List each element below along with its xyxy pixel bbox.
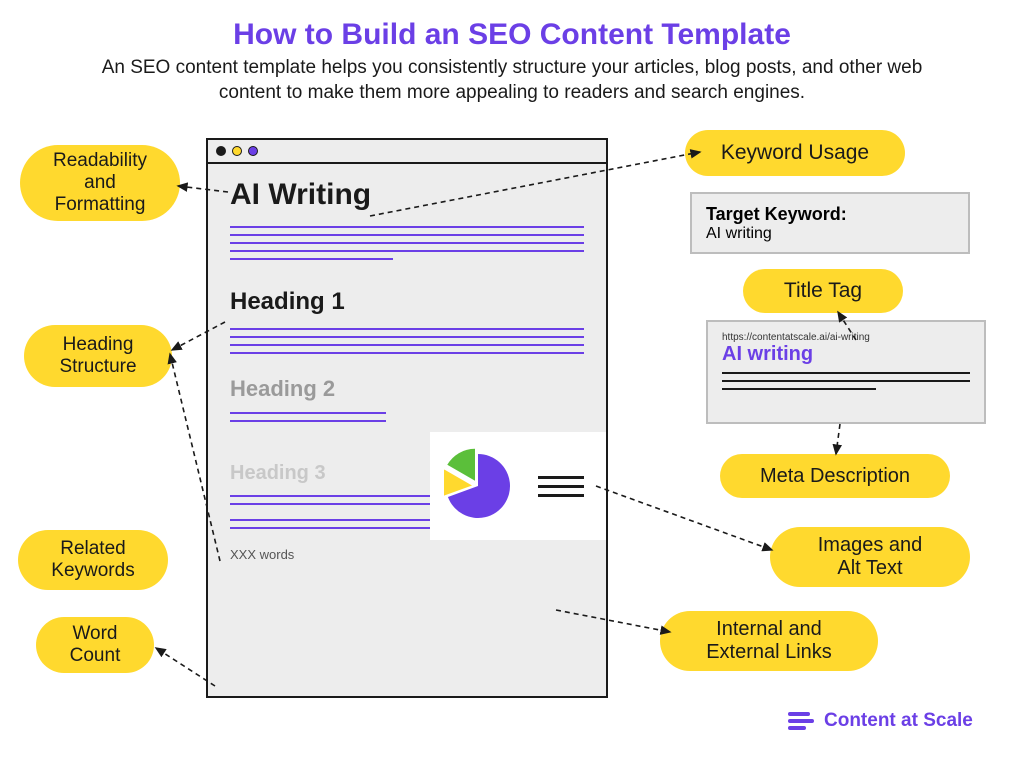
document-h1: Heading 1 <box>230 288 584 316</box>
document-title: AI Writing <box>230 178 584 212</box>
paragraph-lines-3 <box>230 412 386 422</box>
window-dot <box>216 146 226 156</box>
paragraph-lines-1 <box>230 226 584 260</box>
pill-word-count: Word Count <box>36 617 154 673</box>
page-subtitle: An SEO content template helps you consis… <box>72 56 952 105</box>
pill-label: Related Keywords <box>51 538 134 582</box>
pill-heading-structure: Heading Structure <box>24 325 172 387</box>
embedded-image <box>430 432 606 540</box>
serp-preview-box: https://contentatscale.ai/ai-writing AI … <box>706 320 986 424</box>
window-dot <box>232 146 242 156</box>
target-keyword-label: Target Keyword: <box>706 204 954 225</box>
target-keyword-box: Target Keyword: AI writing <box>690 192 970 254</box>
pill-label: Readability and Formatting <box>53 150 147 216</box>
brand-logo: Content at Scale <box>788 710 973 732</box>
pill-meta-description: Meta Description <box>720 454 950 498</box>
pill-related-keywords: Related Keywords <box>18 530 168 590</box>
pill-readability: Readability and Formatting <box>20 145 180 221</box>
serp-description-lines <box>722 372 970 390</box>
page-title: How to Build an SEO Content Template <box>0 18 1024 52</box>
pill-keyword-usage: Keyword Usage <box>685 130 905 176</box>
pill-label: Title Tag <box>784 279 862 303</box>
serp-url: https://contentatscale.ai/ai-writing <box>722 332 970 343</box>
serp-title: AI writing <box>722 343 970 366</box>
pill-label: Internal and External Links <box>706 618 832 664</box>
pill-label: Word Count <box>70 623 121 667</box>
target-keyword-value: AI writing <box>706 225 954 243</box>
window-dot <box>248 146 258 156</box>
paragraph-lines-2 <box>230 328 584 354</box>
embedded-image-caption-lines <box>538 476 584 497</box>
word-count-placeholder: XXX words <box>230 547 584 562</box>
document-h2: Heading 2 <box>230 376 584 402</box>
editor-window: AI Writing Heading 1 Heading 2 Heading 3… <box>206 138 608 698</box>
pie-chart-icon <box>444 444 518 528</box>
brand-label: Content at Scale <box>824 710 973 732</box>
pill-label: Meta Description <box>760 465 910 488</box>
brand-icon <box>788 710 814 732</box>
pill-label: Images and Alt Text <box>818 534 923 580</box>
pill-internal-external-links: Internal and External Links <box>660 611 878 671</box>
pill-images-alt: Images and Alt Text <box>770 527 970 587</box>
pill-title-tag: Title Tag <box>743 269 903 313</box>
pill-label: Heading Structure <box>59 334 136 378</box>
pill-label: Keyword Usage <box>721 141 869 165</box>
window-titlebar <box>208 140 606 164</box>
